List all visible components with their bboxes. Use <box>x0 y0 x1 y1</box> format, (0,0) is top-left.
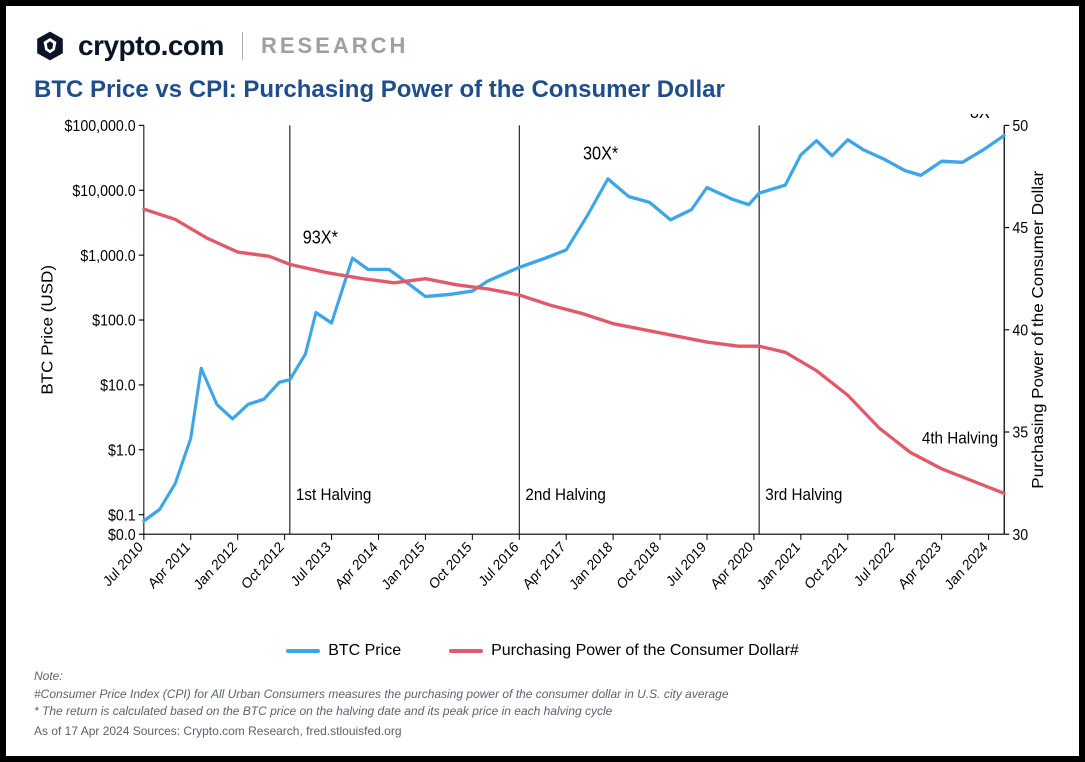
svg-text:Apr 2014: Apr 2014 <box>332 538 381 592</box>
svg-text:Jul 2016: Jul 2016 <box>475 538 521 590</box>
svg-text:93X*: 93X* <box>303 227 339 248</box>
svg-text:$1,000.0: $1,000.0 <box>80 247 135 265</box>
svg-text:$1.0: $1.0 <box>108 442 136 460</box>
footnote-line2: * The return is calculated based on the … <box>34 703 1051 720</box>
svg-text:8X*: 8X* <box>970 114 996 122</box>
svg-text:1st Halving: 1st Halving <box>296 485 371 504</box>
chart-card: crypto.com RESEARCH BTC Price vs CPI: Pu… <box>6 6 1079 756</box>
svg-text:Apr 2017: Apr 2017 <box>520 538 569 592</box>
crypto-com-logo-icon <box>34 30 66 62</box>
svg-text:Oct 2015: Oct 2015 <box>426 538 475 592</box>
svg-text:Apr 2020: Apr 2020 <box>707 538 756 592</box>
svg-text:Jan 2015: Jan 2015 <box>378 538 427 593</box>
svg-text:BTC Price (USD): BTC Price (USD) <box>39 265 56 395</box>
svg-text:Jan 2012: Jan 2012 <box>191 538 240 593</box>
svg-text:$10.0: $10.0 <box>100 377 136 395</box>
research-label: RESEARCH <box>261 33 408 59</box>
svg-text:30X*: 30X* <box>583 142 619 163</box>
svg-text:40: 40 <box>1012 322 1028 340</box>
brand-text: crypto.com <box>78 30 224 62</box>
svg-text:45: 45 <box>1012 220 1028 238</box>
svg-text:Jan 2018: Jan 2018 <box>566 538 615 593</box>
svg-text:Purchasing Power of the Consum: Purchasing Power of the Consumer Dollar <box>1030 170 1047 489</box>
svg-text:$10,000.0: $10,000.0 <box>72 182 135 200</box>
chart-svg: $0.0$0.1$1.0$10.0$100.0$1,000.0$10,000.0… <box>34 114 1051 636</box>
footnote-note: Note: <box>34 668 1051 685</box>
svg-text:Jul 2010: Jul 2010 <box>100 538 146 590</box>
svg-text:$100.0: $100.0 <box>92 312 136 330</box>
legend-swatch-cpi <box>449 649 483 653</box>
footnote-sources: As of 17 Apr 2024 Sources: Crypto.com Re… <box>34 723 1051 740</box>
svg-text:2nd Halving: 2nd Halving <box>525 485 605 504</box>
svg-text:Oct 2018: Oct 2018 <box>613 538 662 592</box>
svg-text:35: 35 <box>1012 424 1028 442</box>
svg-text:Jan 2024: Jan 2024 <box>941 538 990 593</box>
svg-text:Jul 2013: Jul 2013 <box>288 538 334 590</box>
svg-text:Oct 2021: Oct 2021 <box>801 538 850 592</box>
svg-text:$100,000.0: $100,000.0 <box>65 117 136 135</box>
svg-text:Jul 2022: Jul 2022 <box>851 538 897 590</box>
svg-text:50: 50 <box>1012 117 1028 135</box>
svg-text:Jan 2021: Jan 2021 <box>754 538 803 593</box>
svg-text:Apr 2011: Apr 2011 <box>145 538 193 592</box>
chart-title: BTC Price vs CPI: Purchasing Power of th… <box>34 76 1051 104</box>
svg-text:3rd Halving: 3rd Halving <box>765 485 842 504</box>
header-divider <box>242 32 243 60</box>
legend-item-cpi: Purchasing Power of the Consumer Dollar# <box>449 642 799 660</box>
svg-text:30: 30 <box>1012 526 1028 544</box>
svg-text:Jul 2019: Jul 2019 <box>663 538 709 590</box>
svg-text:4th Halving: 4th Halving <box>922 429 998 448</box>
footnote-line1: #Consumer Price Index (CPI) for All Urba… <box>34 686 1051 703</box>
legend-label-cpi: Purchasing Power of the Consumer Dollar# <box>491 642 799 660</box>
svg-text:$0.1: $0.1 <box>108 507 136 525</box>
legend-item-btc: BTC Price <box>286 642 401 660</box>
legend: BTC Price Purchasing Power of the Consum… <box>34 642 1051 660</box>
footnote: Note: #Consumer Price Index (CPI) for Al… <box>34 668 1051 740</box>
legend-swatch-btc <box>286 649 320 653</box>
chart-area: $0.0$0.1$1.0$10.0$100.0$1,000.0$10,000.0… <box>34 114 1051 636</box>
legend-label-btc: BTC Price <box>328 642 401 660</box>
svg-text:Apr 2023: Apr 2023 <box>895 538 944 592</box>
svg-text:Oct 2012: Oct 2012 <box>238 538 287 592</box>
header: crypto.com RESEARCH <box>34 30 1051 62</box>
